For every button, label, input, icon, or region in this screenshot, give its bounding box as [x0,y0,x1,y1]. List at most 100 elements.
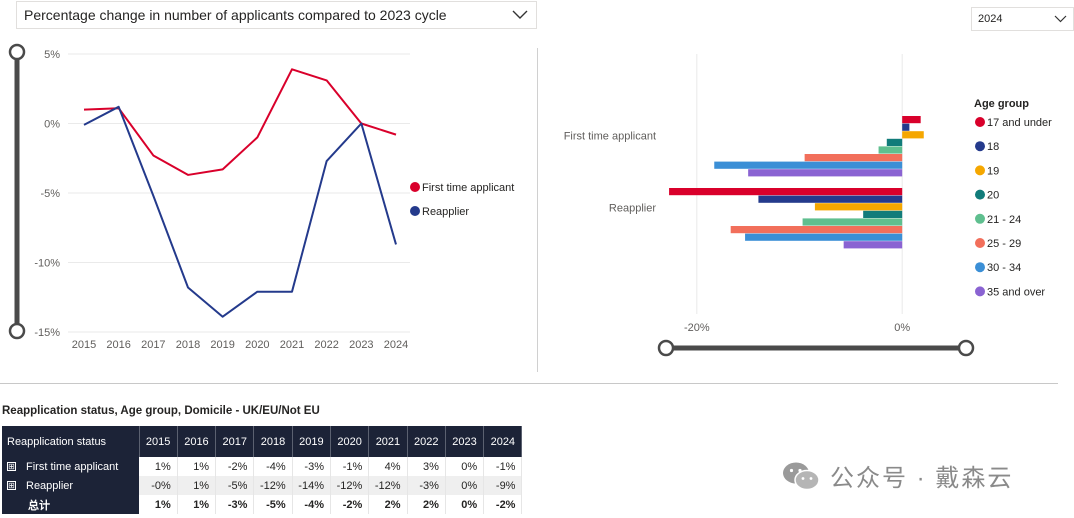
x-tick-label: 2020 [245,339,269,351]
category-label: Reapplier [609,202,656,214]
wechat-icon [783,462,820,490]
table-cell: 0% [445,476,485,495]
bar [802,218,903,226]
legend-label: 17 and under [987,117,1052,129]
slider-handle-left[interactable] [657,339,675,357]
metric-dropdown[interactable]: Percentage change in number of applicant… [16,1,537,29]
table-cell: -2% [330,495,370,514]
table-cell: -12% [253,476,293,495]
bar [745,233,903,241]
row-label: ⊞ Reapplier [2,476,139,495]
legend-label: First time applicant [422,182,514,194]
bar [902,123,910,131]
table-title: Reapplication status, Age group, Domicil… [2,405,320,417]
year-col-header[interactable]: 2023 [445,426,485,457]
slider-handle-right[interactable] [957,339,975,357]
table-cell: 3% [407,457,446,476]
x-tick-label: 0% [894,322,910,334]
legend-marker [975,213,985,224]
year-col-header[interactable]: 2020 [330,426,370,457]
bar [669,188,903,196]
expand-icon[interactable]: ⊞ [7,481,16,491]
legend-label: Reapplier [422,206,469,218]
year-col-header[interactable]: 2017 [215,426,255,457]
table-cell: 1% [139,457,178,476]
legend-label: 35 and over [987,286,1045,298]
bar [902,116,921,124]
bar [902,131,924,139]
y-tick-label: -15% [34,327,60,339]
watermark-text: 公众号 · 戴森云 [830,465,1014,492]
year-col-header[interactable]: 2016 [177,426,217,457]
chevron-down-icon [512,2,528,28]
category-label: First time applicant [564,130,656,142]
year-col-header[interactable]: 2019 [292,426,331,457]
legend-label: 21 - 24 [987,214,1021,226]
y-tick-label: -5% [40,188,60,200]
table-row: ⊞ First time applicant 1% 1% -2% -4% -3% … [2,457,523,476]
y-tick-label: -10% [34,258,60,270]
bar [878,146,903,154]
table-cell: -1% [483,457,523,476]
legend-label: 19 [987,165,999,177]
total-label: 总计 [2,495,139,514]
bar [814,203,903,211]
slider-handle-bottom[interactable] [8,322,26,340]
x-tick-label: -20% [684,322,710,334]
table-cell: -5% [215,476,255,495]
bar [804,154,903,162]
legend-marker [975,165,985,176]
table-cell: 2% [407,495,446,514]
table-cell: -4% [253,457,293,476]
table-cell: -14% [292,476,331,495]
legend-marker [975,286,985,297]
x-tick-label: 2016 [106,339,130,351]
table-cell: 2% [368,495,408,514]
legend-marker [975,117,985,127]
table-cell: -3% [407,476,446,495]
table-cell: 1% [177,495,217,514]
expand-icon[interactable]: ⊞ [7,462,16,472]
year-col-header[interactable]: 2022 [407,426,446,457]
x-tick-label: 2023 [349,339,373,351]
table-cell: -4% [292,495,331,514]
bar [758,195,903,203]
table-cell: 0% [445,495,485,514]
table-cell: -12% [330,476,370,495]
year-col-header[interactable]: 2024 [483,426,523,457]
legend-marker [410,206,420,216]
legend-marker [975,238,985,248]
table-cell: 4% [368,457,408,476]
legend-marker [410,182,420,192]
table-row: ⊞ Reapplier -0% 1% -5% -12% -14% -12% -12… [2,476,523,495]
year-col-header[interactable]: 2021 [368,426,408,457]
watermark: 公众号 · 戴森云 [782,458,1013,493]
metric-dropdown-value: Percentage change in number of applicant… [24,7,447,23]
series-line [83,68,397,176]
table-cell: 0% [445,457,485,476]
x-tick-label: 2019 [210,339,234,351]
chevron-down-icon [1054,8,1067,30]
table-header-row: Reapplication status 2015 2016 2017 2018… [2,426,523,457]
year-col-header[interactable]: 2018 [253,426,293,457]
table-cell: -3% [215,495,255,514]
legend-marker [975,262,985,273]
bar [863,210,903,218]
line-chart: 5% 0% -5% -10% -15% 2015 2016 2017 2018 2019 2020 2… [8,43,514,351]
year-dropdown-value: 2024 [978,13,1003,25]
table-cell: 1% [177,476,217,495]
table-cell: -1% [330,457,370,476]
year-dropdown[interactable]: 2024 [971,7,1074,31]
year-col-header[interactable]: 2015 [139,426,178,457]
row-header: Reapplication status [2,426,140,457]
table-cell: -5% [253,495,293,514]
series-line [83,105,397,318]
x-tick-label: 2015 [72,339,96,351]
x-tick-label: 2017 [141,339,165,351]
y-tick-label: 5% [44,49,60,61]
legend-label: 18 [987,141,999,153]
table-total-row: 总计 1% 1% -3% -5% -4% -2% 2% 2% 0% -2% [2,495,523,514]
bar [748,169,903,177]
bar [714,161,903,169]
slider-handle-top[interactable] [8,43,26,61]
